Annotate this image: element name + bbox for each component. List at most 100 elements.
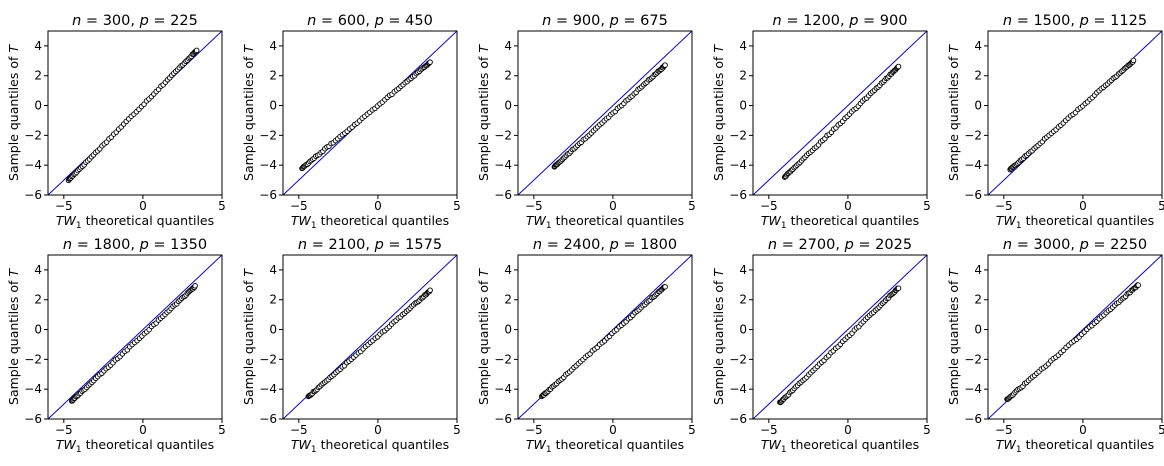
y-tick-label: 2 [504, 69, 512, 83]
x-tick-label: −5 [290, 423, 308, 437]
panel-title: n = 600, p = 450 [307, 13, 433, 29]
x-tick-label: 5 [1158, 423, 1164, 437]
y-tick-label: 4 [269, 39, 277, 53]
plot-area-frame [282, 254, 458, 420]
qq-point [193, 47, 200, 54]
y-tick-label: 0 [739, 99, 747, 113]
x-axis-label: TW1 theoretical quantiles [761, 437, 919, 455]
y-tick-label: −2 [24, 128, 42, 142]
qq-panel: −5 0 5 −6 −4 −2 0 2 4 n = 3000, p = 2250 TW1 theor… [946, 237, 1164, 455]
reference-line [753, 31, 927, 195]
plot-area-frame [987, 254, 1163, 420]
x-tick-label: 0 [374, 423, 382, 437]
qq-panel: −5 0 5 −6 −4 −2 0 2 4 n = 2400, p = 1800 TW1 theor… [476, 237, 696, 455]
y-tick-label: −4 [494, 158, 512, 172]
qq-panel: −5 0 5 −6 −4 −2 0 2 4 n = 900, p = 675 TW1 theoret… [476, 13, 696, 231]
y-tick-label: −2 [964, 128, 982, 142]
y-tick-label: 2 [269, 293, 277, 307]
x-axis-label: TW1 theoretical quantiles [996, 437, 1154, 455]
y-tick-label: 0 [974, 99, 982, 113]
y-tick-label: −4 [729, 158, 747, 172]
x-axis-label: TW1 theoretical quantiles [291, 213, 449, 231]
x-axis-label: TW1 theoretical quantiles [56, 437, 214, 455]
x-axis-label: TW1 theoretical quantiles [996, 213, 1154, 231]
plot-area-frame [47, 254, 223, 420]
x-tick-label: 0 [609, 199, 617, 213]
plot-area-frame [752, 30, 928, 196]
x-tick-label: 0 [139, 423, 147, 437]
y-tick-label: 4 [504, 39, 512, 53]
y-axis-label: Sample quantiles of T [711, 268, 726, 405]
y-tick-label: 4 [34, 39, 42, 53]
x-tick-label: 5 [218, 423, 226, 437]
qq-panel: −5 0 5 −6 −4 −2 0 2 4 n = 2700, p = 2025 TW1 theor… [711, 237, 931, 455]
panel-title: n = 1800, p = 1350 [63, 237, 207, 253]
x-tick-label: 0 [844, 423, 852, 437]
qq-point [1135, 282, 1142, 288]
y-tick-label: 0 [269, 99, 277, 113]
x-tick-label: 5 [923, 423, 931, 437]
x-tick-label: 0 [609, 423, 617, 437]
y-tick-label: 0 [504, 99, 512, 113]
y-axis-label: Sample quantiles of T [711, 44, 726, 181]
y-tick-label: 2 [504, 293, 512, 307]
qq-panel: −5 0 5 −6 −4 −2 0 2 4 n = 600, p = 450 TW1 theoret… [241, 13, 461, 231]
x-tick-label: −5 [760, 423, 778, 437]
qq-panel: −5 0 5 −6 −4 −2 0 2 4 n = 1500, p = 1125 TW1 theor… [946, 13, 1164, 231]
y-axis-label: Sample quantiles of T [6, 44, 21, 181]
y-tick-label: 4 [269, 263, 277, 277]
x-tick-label: 0 [1079, 199, 1087, 213]
panel-title: n = 2700, p = 2025 [768, 237, 912, 253]
panel-title: n = 300, p = 225 [72, 13, 198, 29]
x-axis-label: TW1 theoretical quantiles [526, 213, 684, 231]
qq-panel: −5 0 5 −6 −4 −2 0 2 4 n = 2100, p = 1575 TW1 theor… [241, 237, 461, 455]
y-tick-label: −6 [24, 412, 42, 426]
x-tick-label: 0 [844, 199, 852, 213]
y-tick-label: −6 [964, 188, 982, 202]
y-axis-label: Sample quantiles of T [241, 44, 256, 181]
y-tick-label: 0 [34, 99, 42, 113]
x-tick-label: 5 [453, 199, 461, 213]
y-axis-label: Sample quantiles of T [241, 268, 256, 405]
y-tick-label: 4 [34, 263, 42, 277]
y-tick-label: 4 [504, 263, 512, 277]
qq-points [551, 62, 668, 170]
qq-points [299, 59, 433, 172]
x-tick-label: −5 [525, 423, 543, 437]
y-tick-label: −4 [24, 382, 42, 396]
qq-point [192, 283, 198, 289]
plot-area-frame [517, 30, 693, 196]
qq-points [305, 287, 433, 400]
panel-title: n = 2400, p = 1800 [533, 237, 677, 253]
x-tick-label: 0 [374, 199, 382, 213]
y-tick-label: −6 [494, 412, 512, 426]
qq-points [68, 283, 198, 404]
y-tick-label: −2 [259, 128, 277, 142]
x-tick-label: 5 [1158, 199, 1164, 213]
y-tick-label: −6 [259, 188, 277, 202]
plot-area-frame [987, 30, 1163, 196]
y-tick-label: −6 [494, 188, 512, 202]
y-tick-label: −4 [964, 158, 982, 172]
x-tick-label: −5 [995, 423, 1013, 437]
qq-point [662, 284, 668, 290]
y-tick-label: 0 [504, 323, 512, 337]
y-tick-label: −6 [24, 188, 42, 202]
x-axis-label: TW1 theoretical quantiles [526, 437, 684, 455]
qq-points [1004, 282, 1142, 402]
y-tick-label: −6 [964, 412, 982, 426]
y-tick-label: −4 [494, 382, 512, 396]
y-tick-label: 2 [269, 69, 277, 83]
x-tick-label: −5 [995, 199, 1013, 213]
x-tick-label: 5 [688, 199, 696, 213]
y-tick-label: 2 [974, 293, 982, 307]
qq-point [895, 63, 902, 70]
x-tick-label: −5 [760, 199, 778, 213]
reference-line [48, 255, 222, 419]
plot-area-frame [752, 254, 928, 420]
x-axis-label: TW1 theoretical quantiles [291, 437, 449, 455]
qq-point [427, 287, 433, 293]
y-tick-label: −6 [259, 412, 277, 426]
x-tick-label: 5 [923, 199, 931, 213]
